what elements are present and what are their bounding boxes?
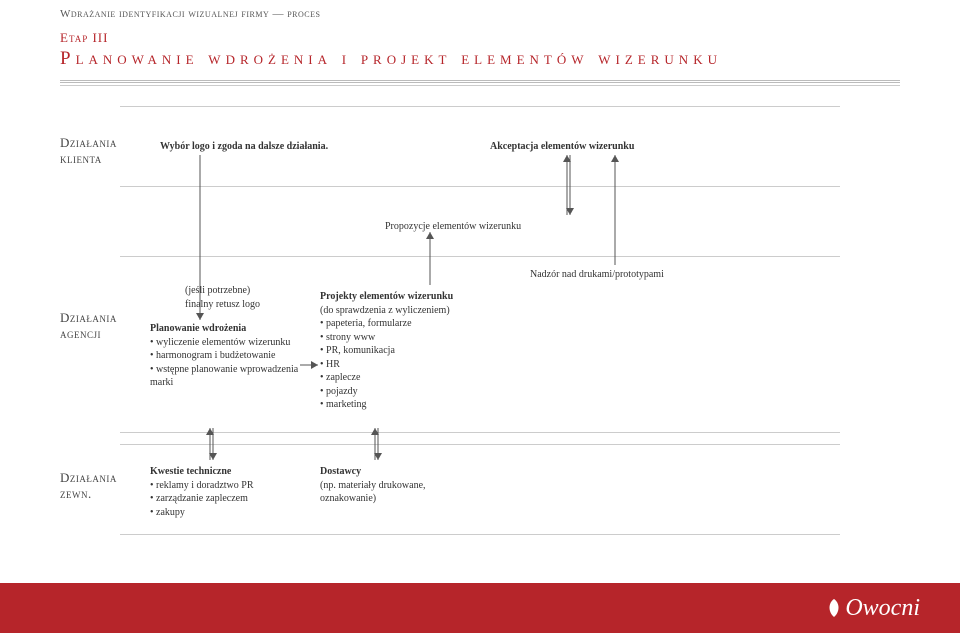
list-item: wyliczenie elementów wizerunku	[150, 336, 300, 350]
list-item: PR, komunikacja	[320, 344, 490, 358]
row-divider	[120, 256, 840, 257]
planning-title: Planowanie wdrożenia	[150, 322, 300, 336]
node-projects: Projekty elementów wizerunku (do sprawdz…	[320, 290, 490, 412]
row-label-agency: Działania agencji	[60, 310, 140, 342]
footer: Owocni	[0, 583, 960, 633]
leaf-icon	[827, 598, 841, 618]
row-divider	[120, 432, 840, 433]
list-item: papeteria, formularze	[320, 317, 490, 331]
list-item: HR	[320, 358, 490, 372]
list-item: pojazdy	[320, 385, 490, 399]
node-supervision: Nadzór nad drukami/prototypami	[530, 268, 730, 282]
projects-title: Projekty elementów wizerunku	[320, 290, 490, 304]
retouch-text: finalny retusz logo	[185, 298, 325, 312]
planning-items: wyliczenie elementów wizerunkuharmonogra…	[150, 336, 300, 390]
list-item: zakupy	[150, 506, 300, 520]
breadcrumb: Wdrażanie identyfikacji wizualnej firmy …	[0, 0, 960, 24]
node-technical: Kwestie techniczne reklamy i doradztwo P…	[150, 465, 300, 519]
logo-text: Owocni	[845, 595, 920, 622]
list-item: marketing	[320, 398, 490, 412]
brand-logo: Owocni	[827, 595, 920, 622]
suppliers-title: Dostawcy	[320, 465, 480, 479]
row-divider	[120, 444, 840, 445]
list-item: zaplecze	[320, 371, 490, 385]
list-item: strony www	[320, 331, 490, 345]
row-divider	[120, 534, 840, 535]
row-label-client: Działania klienta	[60, 135, 140, 167]
list-item: harmonogram i budżetowanie	[150, 349, 300, 363]
projects-subtitle: (do sprawdzenia z wyliczeniem)	[320, 304, 490, 318]
list-item: zarządzanie zapleczem	[150, 492, 300, 506]
suppliers-note: (np. materiały drukowane, oznakowanie)	[320, 479, 480, 506]
row-divider	[120, 186, 840, 187]
technical-title: Kwestie techniczne	[150, 465, 300, 479]
stage-label: Etap III	[0, 24, 960, 48]
divider	[60, 80, 900, 83]
list-item: wstępne planowanie wprowadzenia marki	[150, 363, 300, 390]
node-proposals: Propozycje elementów wizerunku	[385, 220, 565, 234]
node-planning: Planowanie wdrożenia wyliczenie elementó…	[150, 322, 300, 390]
projects-items: papeteria, formularzestrony wwwPR, komun…	[320, 317, 490, 412]
page-title: Planowanie wdrożenia i projekt elementów…	[0, 48, 960, 80]
node-client-choice: Wybór logo i zgoda na dalsze działania.	[160, 140, 360, 154]
node-client-accept: Akceptacja elementów wizerunku	[490, 140, 690, 154]
technical-items: reklamy i doradztwo PRzarządzanie zaplec…	[150, 479, 300, 520]
node-retouch: (jeśli potrzebne) finalny retusz logo	[185, 284, 325, 311]
retouch-note: (jeśli potrzebne)	[185, 284, 325, 298]
row-divider	[120, 106, 840, 107]
node-suppliers: Dostawcy (np. materiały drukowane, oznak…	[320, 465, 480, 506]
divider	[60, 85, 900, 86]
row-label-external: Działania zewn.	[60, 470, 140, 502]
list-item: reklamy i doradztwo PR	[150, 479, 300, 493]
